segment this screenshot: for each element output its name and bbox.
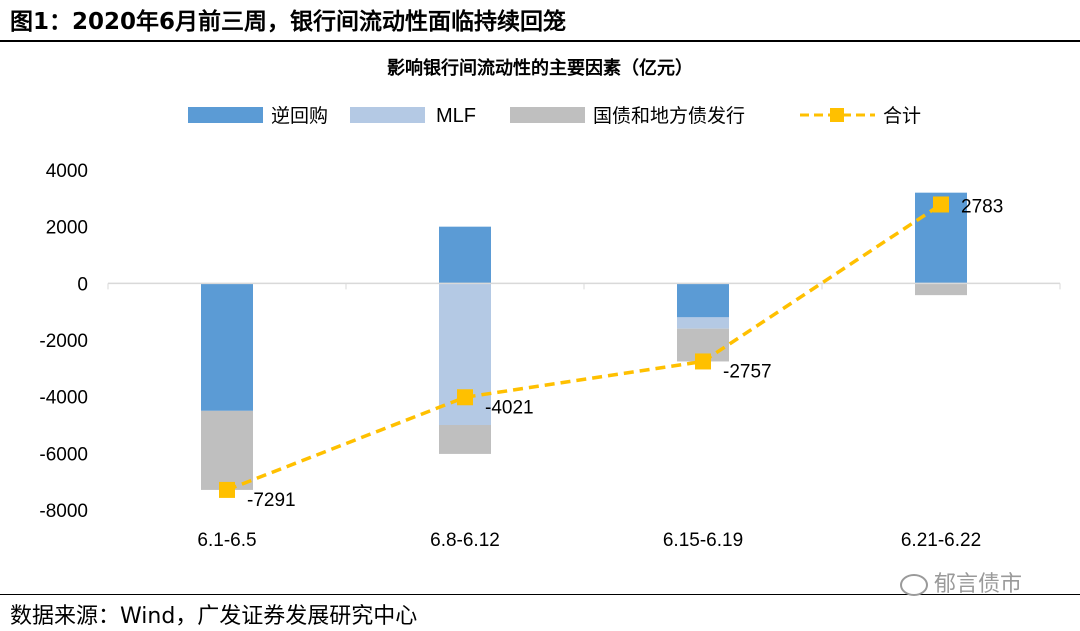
total-marker xyxy=(933,196,949,213)
total-line xyxy=(226,203,942,492)
legend-swatch-reverse-repo xyxy=(188,107,263,123)
total-data-label: -2757 xyxy=(723,361,772,382)
total-marker xyxy=(457,389,473,406)
watermark: 郁言债市 xyxy=(900,566,1022,598)
figure-title: 图1：2020年6月前三周，银行间流动性面临持续回笼 xyxy=(10,9,567,35)
legend-label-mlf: MLF xyxy=(436,105,476,127)
legend-swatch-bond-issuance xyxy=(510,107,585,123)
x-tick-label: 6.21-6.22 xyxy=(901,530,981,551)
legend-marker-total xyxy=(830,108,844,122)
legend-label-total: 合计 xyxy=(883,105,921,127)
wechat-icon xyxy=(900,574,928,596)
legend: 逆回购 MLF 国债和地方债发行 合计 xyxy=(188,105,921,127)
y-tick-label: -2000 xyxy=(39,331,88,352)
y-tick-label: -8000 xyxy=(39,501,88,522)
bar-segment xyxy=(201,283,253,411)
bar-segment xyxy=(439,226,491,284)
x-tick-label: 6.8-6.12 xyxy=(430,530,500,551)
plot-area: 4000 2000 0 -2000 -4000 -6000 -8000 6.1-6.5 6.8-… xyxy=(39,161,1061,551)
x-tick-label: 6.15-6.19 xyxy=(663,530,743,551)
bar-segment xyxy=(677,317,729,329)
x-tick-label: 6.1-6.5 xyxy=(197,530,256,551)
total-marker xyxy=(219,481,235,498)
y-tick-label: -6000 xyxy=(39,444,88,465)
bar-segment xyxy=(677,283,729,318)
total-data-label: -7291 xyxy=(247,490,296,511)
bar-segment xyxy=(439,425,491,454)
total-data-label: 2783 xyxy=(961,196,1003,217)
chart: 影响银行间流动性的主要因素（亿元） 逆回购 MLF 国债和地方债发行 合计 40… xyxy=(39,57,1061,551)
y-tick-label: 4000 xyxy=(46,161,88,182)
bar-segment xyxy=(201,410,253,490)
source-note: 数据来源：Wind，广发证券发展研究中心 xyxy=(10,604,418,629)
legend-swatch-mlf xyxy=(350,107,425,123)
bar-segment xyxy=(915,283,967,296)
legend-label-reverse-repo: 逆回购 xyxy=(271,105,328,127)
y-tick-label: -4000 xyxy=(39,388,88,409)
bottom-divider xyxy=(0,594,1080,595)
total-marker xyxy=(695,353,711,370)
chart-title: 影响银行间流动性的主要因素（亿元） xyxy=(387,57,693,79)
watermark-text: 郁言债市 xyxy=(934,572,1023,597)
legend-label-bond-issuance: 国债和地方债发行 xyxy=(593,105,745,127)
y-tick-label: 2000 xyxy=(46,218,88,239)
total-data-label: -4021 xyxy=(485,397,534,418)
y-tick-label: 0 xyxy=(77,274,88,295)
top-divider xyxy=(0,40,1080,42)
